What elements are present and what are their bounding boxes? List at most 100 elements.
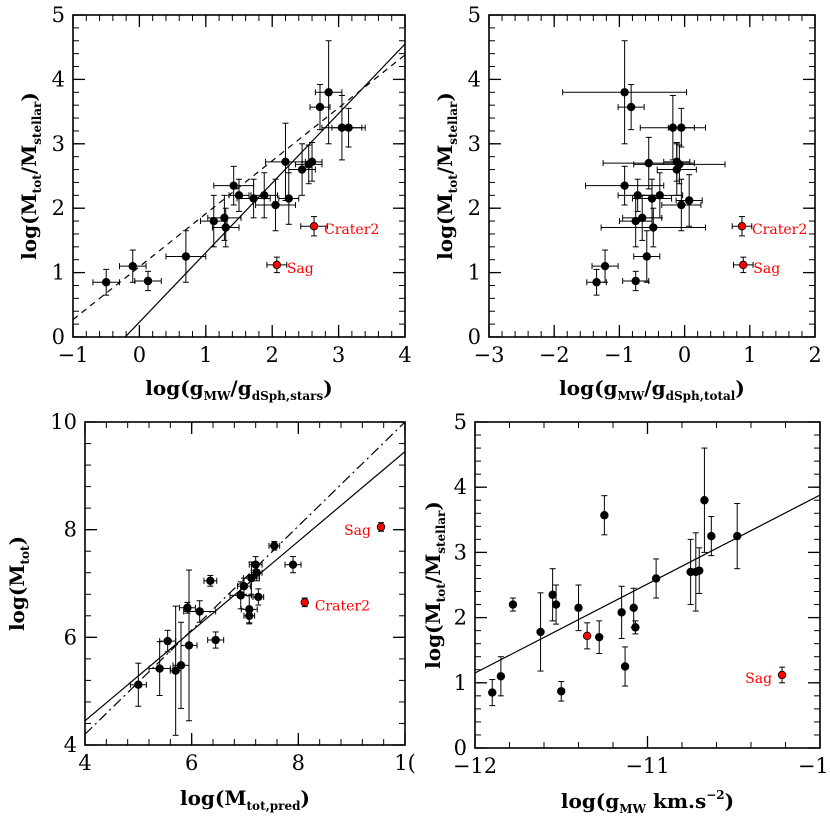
y-tick-label: 3 — [52, 132, 65, 156]
x-tick-label: 0 — [678, 343, 691, 367]
data-point — [171, 666, 180, 675]
highlight-point — [737, 222, 747, 231]
x-tick-label: 3 — [332, 343, 345, 367]
data-point — [101, 278, 111, 287]
panel-3: 4 6 8 1(4 6 8 10 Crater2 Sag log(Mtot,pred) log(Mt… — [5, 410, 416, 813]
y-axis-label: log(Mtot/Mstellar) — [421, 501, 448, 669]
y-tick-label: 3 — [454, 540, 467, 564]
data-point — [134, 680, 143, 689]
x-tick-label: 2 — [266, 343, 279, 367]
data-point — [176, 661, 186, 670]
y-tick-label: 1 — [52, 261, 65, 285]
y-tick-label: 2 — [52, 196, 65, 220]
y-tick-label: 0 — [454, 736, 467, 760]
data-point — [733, 531, 742, 541]
x-tick-label: 1 — [743, 343, 756, 367]
data-point — [254, 592, 263, 602]
data-point — [181, 252, 191, 261]
x-tick-label: −2 — [539, 343, 570, 367]
data-point — [642, 252, 651, 261]
data-point — [260, 191, 269, 200]
data-point — [211, 635, 220, 645]
x-axis-label: log(Mtot,pred) — [180, 786, 310, 813]
highlight-point — [272, 260, 282, 270]
y-tick-label: 2 — [454, 606, 467, 630]
data-point — [672, 157, 681, 167]
data-point — [631, 623, 640, 632]
data-point — [595, 632, 604, 642]
data-point — [695, 566, 704, 575]
point-label: Sag — [745, 671, 772, 687]
data-point — [600, 261, 610, 271]
data-point — [236, 591, 245, 600]
y-tick-label: 0 — [52, 325, 65, 349]
y-tick-label: 10 — [50, 410, 77, 434]
data-point — [183, 603, 192, 612]
data-point — [184, 641, 194, 650]
data-point — [700, 496, 709, 505]
highlight-point — [582, 631, 592, 641]
x-tick-label: 0 — [133, 343, 146, 367]
data-point — [655, 191, 665, 200]
highlight-point — [376, 522, 386, 532]
data-point — [128, 261, 137, 271]
data-point — [677, 200, 686, 210]
y-tick-label: 4 — [468, 67, 481, 91]
x-tick-label: −12 — [453, 754, 497, 778]
data-point — [638, 213, 647, 223]
y-tick-label: 2 — [468, 196, 481, 220]
data-point — [252, 568, 261, 577]
data-point — [206, 576, 215, 586]
data-point — [536, 627, 545, 637]
data-point — [220, 213, 229, 223]
plot-frame — [488, 14, 816, 338]
data-point — [344, 123, 353, 132]
data-point — [707, 531, 716, 541]
data-point — [209, 216, 218, 226]
plot-frame — [72, 14, 406, 338]
point-label: Crater2 — [752, 222, 807, 238]
panel-4: −12 −11 −10 0 1 2 3 4 5 Sag log(gMW km.s−2) log(Mto… — [421, 410, 830, 816]
panel-1: −1 0 1 2 3 4012345Crater2Saglog(gMW/gdSph,sta… — [17, 3, 412, 403]
y-tick-label: 5 — [454, 410, 467, 434]
data-point — [488, 688, 497, 697]
data-point — [574, 603, 583, 613]
x-tick-label: −1 — [604, 343, 635, 367]
data-point — [271, 200, 280, 210]
data-point — [281, 157, 290, 167]
y-tick-label: 1 — [454, 671, 467, 695]
data-point — [163, 636, 172, 646]
x-tick-label: −3 — [474, 343, 505, 367]
data-point — [551, 600, 561, 609]
data-point — [592, 278, 601, 287]
data-point — [631, 276, 640, 286]
y-tick-label: 5 — [468, 3, 481, 27]
data-point — [496, 672, 506, 681]
y-tick-label: 5 — [52, 3, 65, 27]
data-point — [315, 102, 325, 112]
y-tick-label: 6 — [64, 625, 77, 649]
data-point — [684, 196, 694, 205]
data-point — [629, 603, 638, 613]
point-label: Sag — [344, 523, 371, 539]
data-point — [644, 158, 653, 168]
data-point — [239, 581, 249, 591]
data-point — [307, 157, 317, 167]
data-point — [626, 102, 636, 112]
point-label: Sag — [753, 261, 780, 277]
data-point — [548, 590, 557, 599]
x-axis-label: log(gMW/gdSph,stars) — [145, 376, 332, 403]
data-point — [229, 181, 238, 190]
y-tick-label: 3 — [468, 132, 481, 156]
data-point — [677, 123, 686, 132]
point-label: Crater2 — [324, 222, 379, 238]
data-point — [155, 664, 164, 673]
x-axis-label: log(gMW/gdSph,total) — [559, 376, 745, 403]
data-point — [620, 181, 629, 190]
fit-line-solid — [475, 494, 820, 674]
highlight-point — [300, 598, 309, 607]
data-point — [324, 88, 333, 97]
y-axis-label: log(Mtot/Mstellar) — [433, 92, 460, 260]
panel-2: −3 −2 −1 0 1 2 0 1 2 3 4 5 Crater2 Sag log(gMW/gdSph,t… — [433, 3, 822, 403]
x-tick-label: 1( — [394, 751, 416, 775]
